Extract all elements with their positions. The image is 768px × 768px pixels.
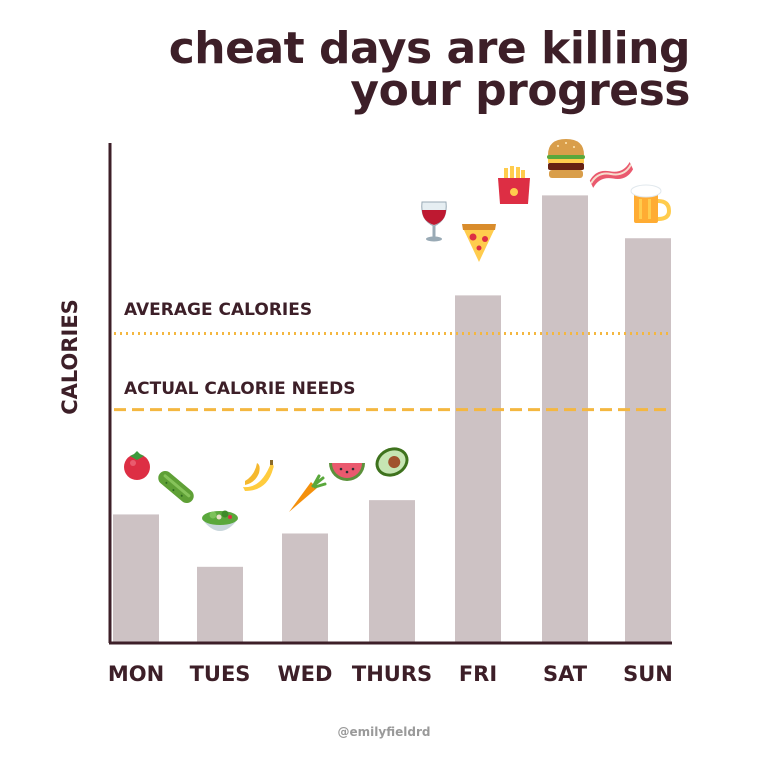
beer-mug-icon — [630, 184, 672, 223]
x-tick-thurs: THURS — [351, 662, 433, 686]
bar-thurs — [369, 500, 415, 643]
bacon-icon — [589, 161, 634, 188]
credit-handle: @emilyfieldrd — [337, 725, 431, 739]
chart-title-line-1: cheat days are killing — [168, 23, 691, 74]
y-axis-label: CALORIES — [58, 299, 82, 415]
bar-tues — [197, 566, 243, 643]
avocado-icon — [375, 447, 409, 477]
x-tick-tues: TUES — [189, 662, 251, 686]
watermelon-icon — [329, 463, 365, 481]
chart-title-line-2: your progress — [350, 65, 690, 116]
fries-icon — [498, 166, 530, 204]
x-tick-fri: FRI — [458, 662, 498, 686]
tomato-icon — [124, 451, 150, 480]
x-tick-mon: MON — [107, 662, 165, 686]
wine-glass-icon — [421, 201, 447, 242]
x-tick-sun: SUN — [623, 662, 673, 686]
bar-wed — [282, 533, 328, 643]
x-tick-sat: SAT — [542, 662, 588, 686]
banana-icon — [243, 460, 274, 491]
bar-mon — [113, 514, 159, 643]
bar-sun — [625, 238, 671, 643]
cucumber-icon — [158, 471, 194, 503]
bar-fri — [455, 295, 501, 643]
actual-calorie-needs-label: ACTUAL CALORIE NEEDS — [124, 379, 356, 399]
burger-icon — [547, 139, 585, 178]
salad-icon — [202, 510, 238, 531]
carrot-icon — [289, 474, 327, 512]
bar-sat — [542, 195, 588, 643]
pizza-icon — [462, 224, 496, 262]
x-tick-wed: WED — [277, 662, 333, 686]
average-calories-label: AVERAGE CALORIES — [124, 300, 313, 320]
